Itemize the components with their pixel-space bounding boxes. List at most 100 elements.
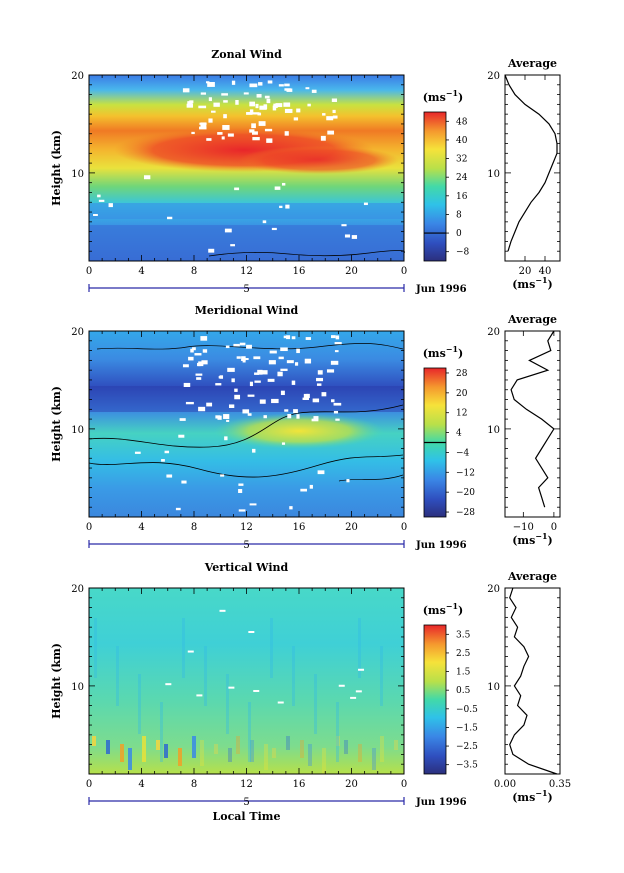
data-gap: [207, 82, 215, 87]
profile-x-tick-label: 0.00: [494, 779, 516, 790]
w-streak: [156, 740, 160, 750]
data-gap: [200, 92, 207, 95]
w-column: [138, 674, 141, 734]
data-gap: [181, 480, 187, 484]
profile-title: Average: [507, 57, 557, 70]
data-gap: [218, 376, 223, 379]
data-gap: [188, 356, 194, 361]
data-gap: [330, 360, 339, 365]
profile-x-label: (ms−1): [512, 531, 553, 547]
data-gap: [311, 89, 317, 93]
x-tick-label: 4: [138, 522, 144, 533]
profile-x-tick-label: −10: [513, 522, 534, 533]
data-gap: [242, 358, 249, 361]
data-gap: [281, 182, 286, 186]
y-tick-label: 10: [71, 425, 84, 436]
data-gap: [208, 97, 212, 102]
data-gap: [281, 442, 286, 445]
w-column: [336, 702, 339, 762]
profile-y-tick-label: 20: [487, 327, 500, 338]
w-streak: [236, 736, 240, 754]
data-gap: [274, 186, 281, 190]
data-gap: [224, 228, 232, 233]
data-gap: [206, 402, 213, 407]
data-gap: [179, 418, 186, 421]
data-gap: [284, 83, 290, 87]
x-tick-label: 8: [191, 266, 197, 277]
profile-line: [510, 330, 555, 508]
northward-band: [89, 386, 404, 412]
w-streak: [200, 740, 204, 766]
data-gap: [283, 335, 287, 339]
w-streak: [336, 736, 340, 746]
colorbar-tick-label: 48: [456, 117, 468, 127]
y-axis-label: Height (km): [50, 130, 63, 206]
x-tick-label: 0: [86, 266, 92, 277]
data-gap: [296, 348, 300, 354]
data-gap: [242, 409, 250, 414]
data-gap: [206, 138, 212, 141]
data-gap: [326, 369, 335, 373]
y-tick-label: 20: [71, 71, 84, 82]
data-gap: [249, 109, 254, 115]
x-tick-label: 0: [401, 266, 407, 277]
colorbar-tick-label: −4: [456, 448, 470, 458]
x-tick-label: 20: [345, 522, 358, 533]
data-gap: [246, 112, 253, 115]
day-label: 5: [243, 797, 249, 808]
data-gap: [234, 388, 238, 392]
data-gap: [205, 81, 210, 84]
data-gap: [300, 488, 307, 492]
data-gap: [355, 690, 362, 693]
w-streak: [300, 740, 304, 758]
data-gap: [195, 373, 203, 376]
colorbar-tick-label: 28: [456, 369, 468, 379]
data-gap: [221, 93, 228, 96]
x-tick-label: 4: [138, 779, 144, 790]
panel-vertical-wind: Vertical Wind 0 4 8 12 16 20 0 10 20 Height (km) 5 J…: [50, 561, 571, 823]
data-gap: [278, 84, 284, 87]
profile-y-tick-label: 10: [487, 169, 500, 180]
data-gap: [223, 100, 228, 103]
w-streak: [264, 744, 268, 770]
y-tick-label: 20: [71, 584, 84, 595]
x-axis-label: Local Time: [213, 810, 281, 823]
w-streak: [192, 736, 196, 758]
data-gap: [333, 410, 339, 414]
data-gap: [178, 434, 185, 438]
data-gap: [306, 393, 310, 399]
data-gap: [199, 126, 207, 130]
colorbar-tick-label: −2.5: [456, 742, 478, 752]
data-gap: [234, 394, 241, 400]
y-tick-label: 10: [71, 169, 84, 180]
w-streak: [272, 748, 276, 758]
data-gap: [226, 419, 230, 422]
w-column: [292, 646, 295, 706]
w-streak: [344, 740, 348, 754]
profile-x-label: (ms−1): [512, 275, 553, 291]
data-gap: [291, 336, 296, 340]
data-gap: [213, 102, 220, 107]
w-streak: [322, 748, 326, 774]
data-gap: [238, 483, 244, 486]
w-column: [314, 674, 317, 734]
data-gap: [175, 507, 181, 511]
colorbar-tick-label: 1.5: [456, 668, 471, 678]
data-gap: [259, 105, 267, 110]
data-gap: [194, 353, 202, 356]
x-tick-label: 20: [345, 266, 358, 277]
data-gap: [228, 686, 235, 689]
w-streak: [164, 744, 168, 758]
data-gap: [202, 349, 208, 353]
data-gap: [264, 128, 273, 132]
data-gap: [227, 367, 235, 372]
data-gap: [350, 696, 357, 699]
w-streak: [372, 748, 376, 770]
data-gap: [266, 98, 271, 104]
data-gap: [143, 175, 151, 180]
data-gap: [251, 112, 260, 115]
colorbar-tick-label: 0.5: [456, 686, 471, 696]
data-gap: [222, 124, 230, 130]
data-gap: [271, 398, 279, 404]
data-gap: [257, 369, 263, 375]
